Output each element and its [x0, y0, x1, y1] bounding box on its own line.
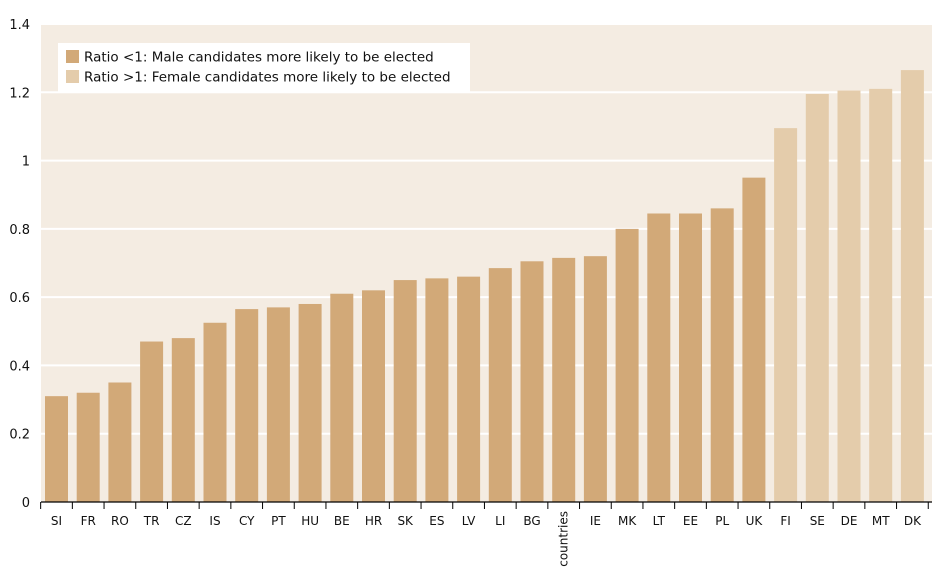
x-tick-label: IS	[209, 514, 220, 528]
x-tick-label: PL	[715, 514, 729, 528]
bar	[45, 396, 68, 502]
x-axis-labels: SI FR RO TR CZ IS CY PT HU BE HR SK ES LV LI BG All coun…	[51, 511, 922, 567]
y-tick-label: 1.2	[9, 86, 30, 101]
legend-label-male: Ratio <1: Male candidates more likely to…	[84, 50, 434, 66]
x-tick-label: SI	[51, 514, 62, 528]
y-tick-label: 0	[22, 496, 30, 511]
x-tick-label: ES	[429, 514, 444, 528]
bar	[774, 128, 798, 502]
bar	[488, 268, 512, 502]
y-tick-label: 0.8	[9, 223, 30, 238]
x-tick-label: PT	[271, 514, 286, 528]
bar	[900, 70, 924, 502]
bar	[805, 93, 829, 502]
y-tick-label: 0.6	[9, 291, 30, 306]
bar	[76, 392, 100, 502]
x-tick-label: MK	[618, 514, 637, 528]
bar	[837, 90, 861, 502]
bar	[647, 213, 671, 502]
x-tick-label: FI	[780, 514, 790, 528]
bar	[869, 88, 893, 502]
x-tick-label: BE	[334, 514, 350, 528]
x-tick-label: BG	[523, 514, 540, 528]
bar	[615, 228, 639, 502]
bar	[583, 256, 607, 502]
bar	[266, 307, 290, 502]
bar	[171, 338, 195, 502]
bars	[45, 70, 924, 502]
x-tick-label: RO	[111, 514, 129, 528]
x-tick-label: LI	[495, 514, 505, 528]
bar	[393, 280, 417, 502]
y-tick-label: 1	[22, 155, 30, 170]
x-tick-label: All countries	[557, 511, 571, 567]
bar	[520, 261, 544, 502]
x-tick-label: SE	[810, 514, 825, 528]
y-tick-label: 1.4	[9, 18, 30, 33]
bar	[710, 208, 734, 502]
legend-swatch-female	[66, 70, 79, 83]
x-tick-label: CY	[239, 514, 255, 528]
x-tick-label: DK	[904, 514, 922, 528]
legend-swatch-male	[66, 50, 79, 63]
bar	[552, 257, 576, 502]
bar	[362, 290, 385, 502]
y-tick-label: 0.2	[9, 428, 30, 443]
bar	[140, 341, 164, 502]
x-tick-label: LV	[462, 514, 476, 528]
y-tick-label: 0.4	[9, 359, 30, 374]
x-tick-label: IE	[590, 514, 601, 528]
x-tick-label: MT	[872, 514, 890, 528]
bar	[457, 276, 481, 502]
x-tick-label: HR	[365, 514, 382, 528]
bar	[203, 322, 227, 502]
y-axis: 0 0.2 0.4 0.6 0.8 1 1.2 1.4	[9, 18, 30, 511]
legend: Ratio <1: Male candidates more likely to…	[58, 43, 470, 92]
bar	[235, 309, 259, 502]
bar	[298, 303, 322, 502]
x-tick-label: EE	[683, 514, 698, 528]
bar	[425, 278, 449, 502]
bar	[330, 293, 354, 502]
bar	[742, 177, 766, 502]
x-tick-label: FR	[81, 514, 96, 528]
legend-background	[58, 43, 470, 92]
legend-label-female: Ratio >1: Female candidates more likely …	[84, 70, 451, 86]
bar	[679, 213, 702, 502]
bar	[108, 382, 132, 502]
x-tick-label: LT	[653, 514, 666, 528]
x-tick-label: DE	[841, 514, 858, 528]
x-tick-label: SK	[397, 514, 414, 528]
x-axis	[40, 501, 932, 509]
x-tick-label: HU	[301, 514, 319, 528]
x-tick-label: CZ	[175, 514, 192, 528]
x-tick-label: TR	[143, 514, 160, 528]
x-tick-label: UK	[746, 514, 764, 528]
